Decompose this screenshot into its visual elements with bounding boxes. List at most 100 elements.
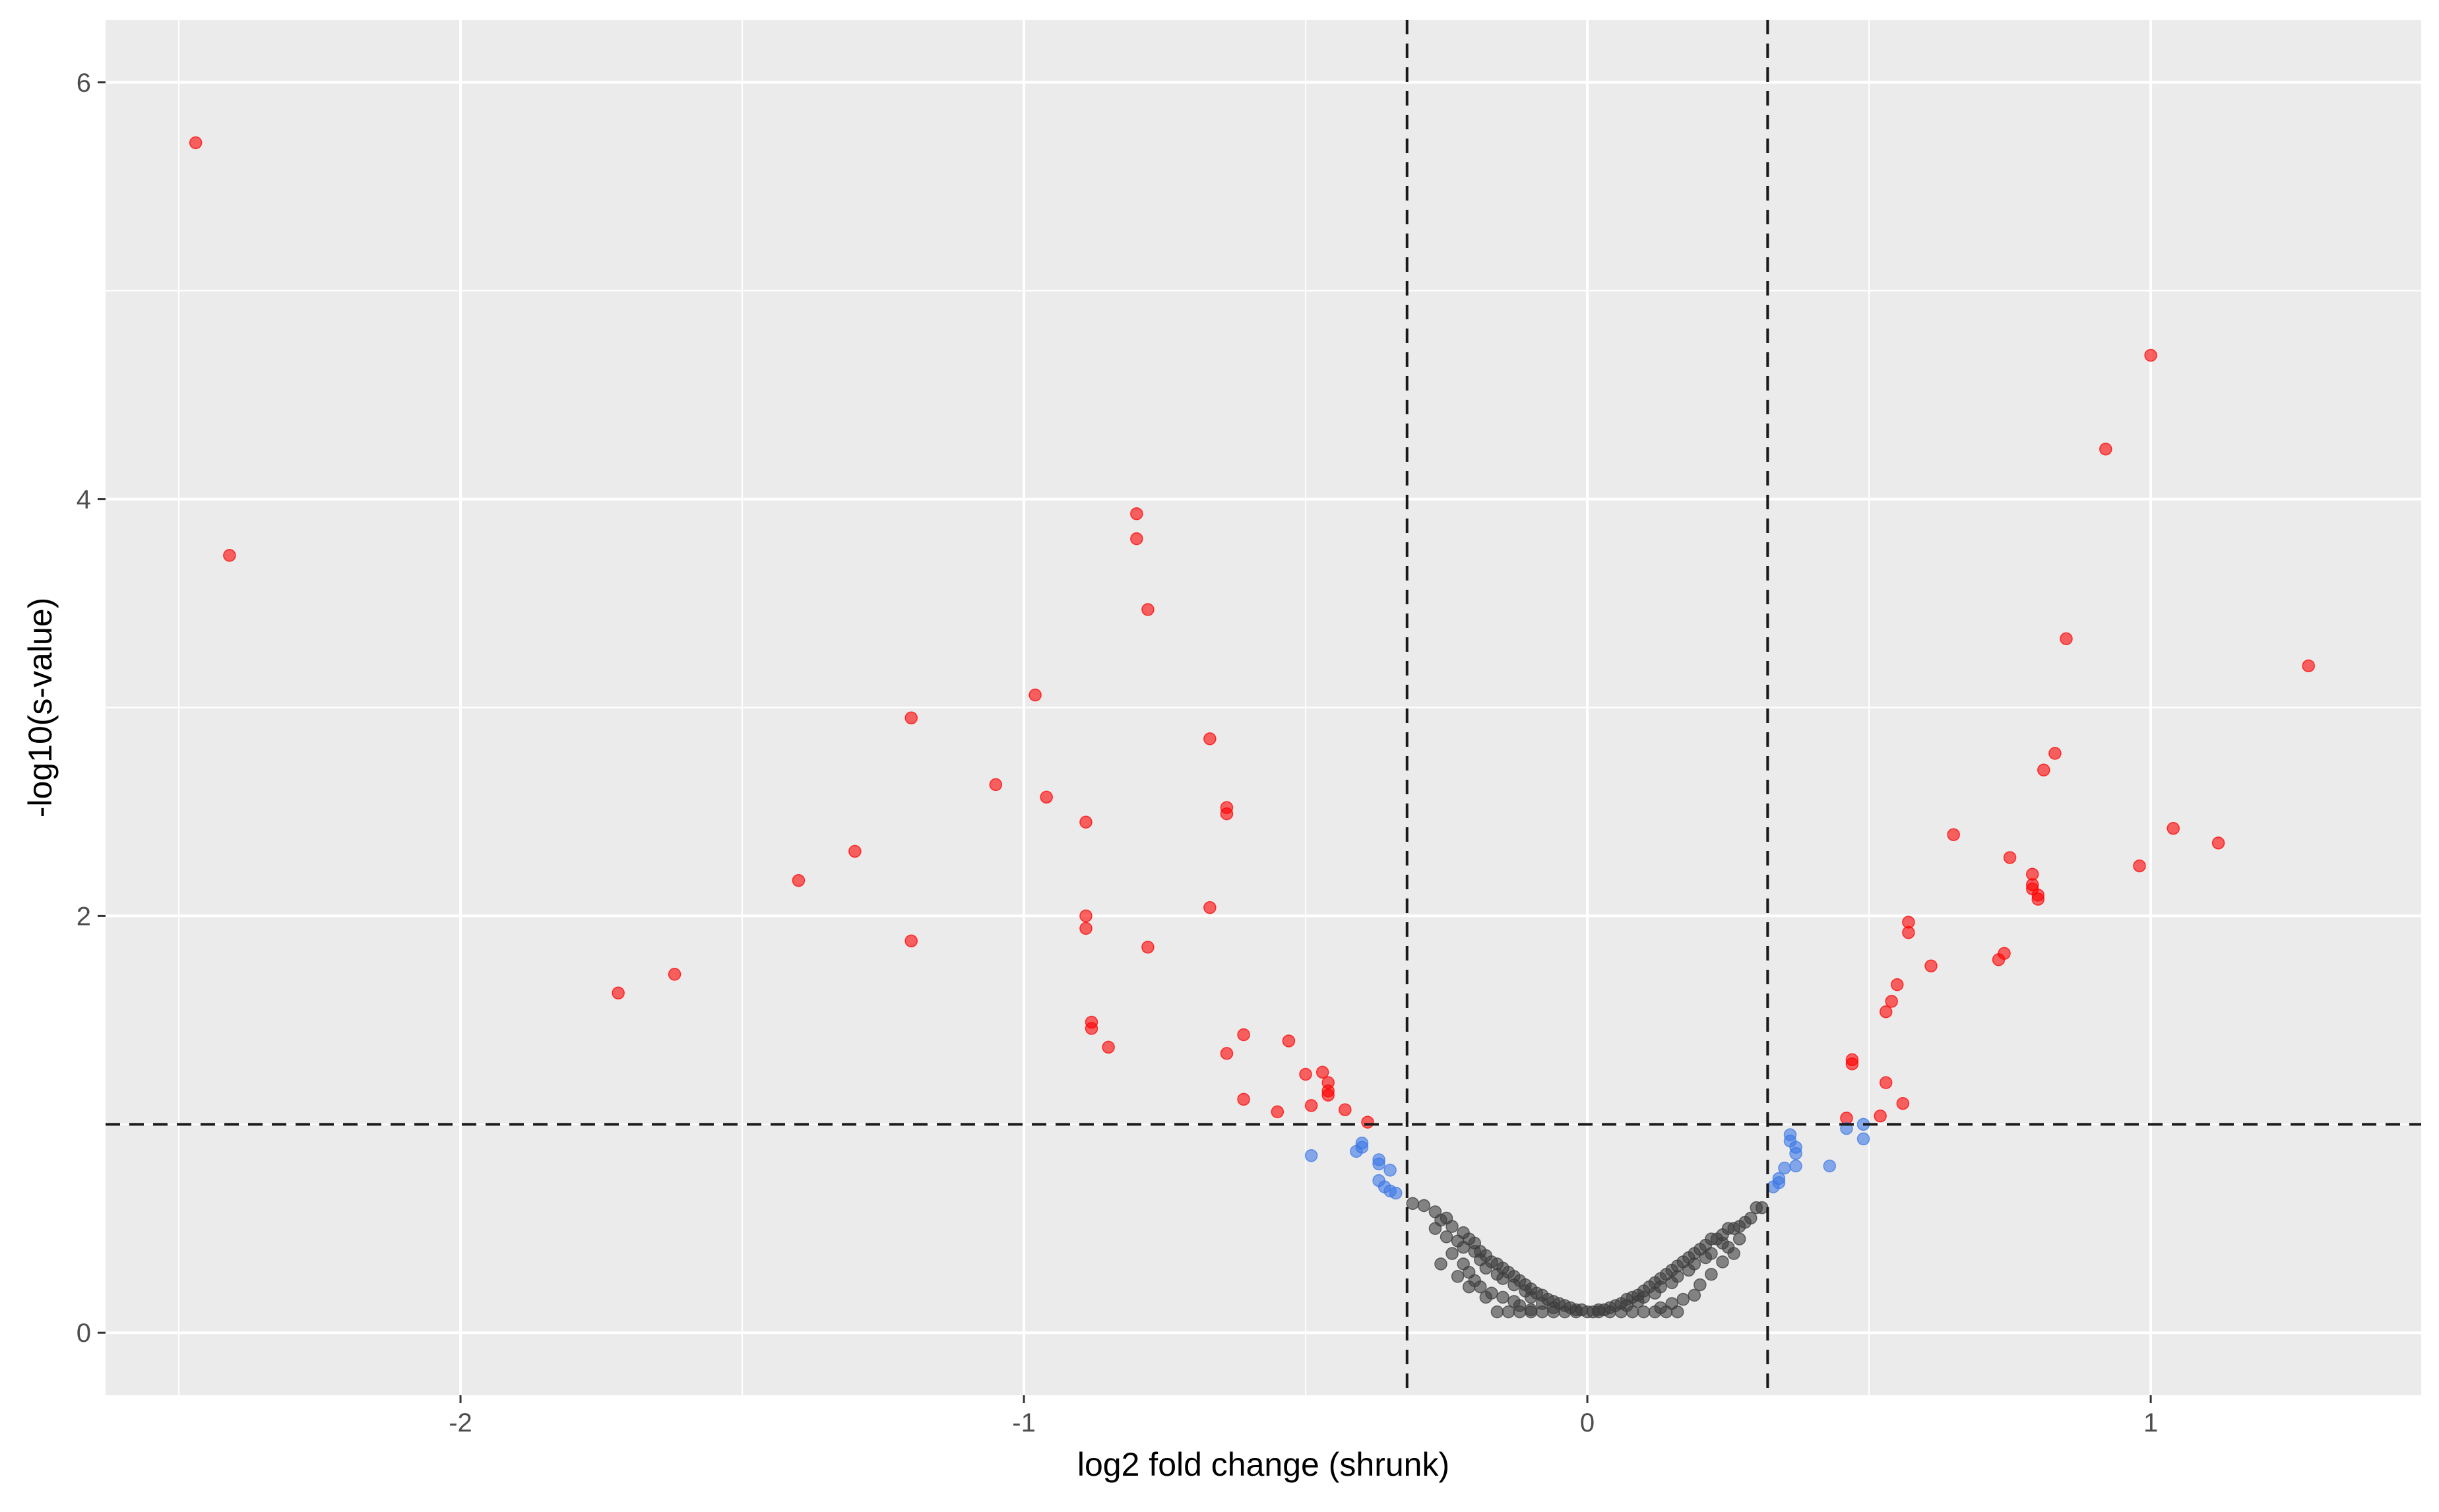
data-point — [1637, 1305, 1651, 1319]
data-point — [1220, 1047, 1234, 1060]
data-point — [1648, 1305, 1662, 1319]
data-point — [1304, 1099, 1318, 1112]
threshold-lines — [106, 20, 2421, 1395]
data-point — [1457, 1240, 1470, 1254]
data-point — [223, 549, 236, 562]
data-point — [1507, 1278, 1521, 1292]
data-point — [1716, 1255, 1729, 1269]
data-point — [1130, 507, 1143, 520]
data-point — [1603, 1305, 1616, 1319]
data-point — [2144, 348, 2157, 362]
data-point — [1592, 1305, 1605, 1319]
data-point — [1130, 532, 1143, 546]
data-point — [1440, 1230, 1453, 1244]
data-point — [1434, 1257, 1447, 1271]
data-point — [1924, 959, 1938, 972]
data-point — [1682, 1263, 1695, 1277]
data-point — [1902, 926, 1915, 939]
data-point — [1845, 1057, 1859, 1071]
data-point — [1659, 1305, 1673, 1319]
data-point — [989, 778, 1003, 792]
data-point — [1383, 1164, 1397, 1177]
data-point — [1372, 1157, 1385, 1171]
data-point — [1079, 922, 1093, 935]
data-point — [2211, 836, 2225, 850]
y-axis-title: -log10(s-value) — [22, 598, 59, 817]
data-point — [1474, 1280, 1487, 1294]
data-point — [1237, 1028, 1250, 1042]
data-point — [1558, 1305, 1571, 1319]
data-point — [1502, 1305, 1515, 1319]
x-tick-label: -1 — [1012, 1408, 1036, 1437]
data-point — [2048, 747, 2062, 760]
data-point — [1879, 1076, 1893, 1089]
data-point — [1237, 1092, 1250, 1106]
data-point — [1315, 1065, 1329, 1079]
data-point — [1778, 1161, 1791, 1175]
data-point — [1479, 1261, 1493, 1275]
data-point — [2167, 821, 2180, 835]
data-point — [1874, 1109, 1887, 1123]
major-gridlines — [106, 20, 2421, 1395]
data-point — [1102, 1040, 1115, 1054]
data-point — [1856, 1132, 1870, 1146]
data-point — [1282, 1034, 1296, 1048]
data-point — [904, 934, 918, 948]
data-point — [1631, 1295, 1645, 1308]
data-point — [1694, 1278, 1707, 1292]
data-point — [1823, 1159, 1837, 1173]
data-point — [1614, 1305, 1628, 1319]
x-tick-label: 1 — [2143, 1408, 2158, 1437]
data-point — [1406, 1197, 1420, 1211]
data-point — [1203, 901, 1217, 914]
data-point — [1304, 1149, 1318, 1162]
x-axis-title: log2 fold change (shrunk) — [1077, 1446, 1449, 1483]
data-point — [1490, 1305, 1504, 1319]
y-tick-label: 0 — [77, 1319, 91, 1348]
data-point — [1220, 807, 1234, 821]
data-point — [1389, 1186, 1403, 1200]
data-point — [1947, 828, 1960, 841]
data-point — [1732, 1232, 1746, 1245]
data-point — [1727, 1247, 1740, 1260]
x-tick-label: -2 — [449, 1408, 472, 1437]
data-point — [1524, 1305, 1538, 1319]
data-point — [792, 873, 806, 887]
data-point — [1535, 1305, 1549, 1319]
data-point — [1998, 947, 2011, 961]
data-point — [1891, 978, 1904, 992]
data-point — [1789, 1159, 1802, 1173]
data-point — [904, 711, 918, 725]
data-point — [1029, 688, 1042, 702]
data-point — [1299, 1067, 1312, 1081]
data-point — [2302, 659, 2315, 673]
data-point — [2060, 632, 2073, 645]
data-point — [1705, 1268, 1718, 1281]
data-point — [1688, 1288, 1701, 1302]
data-point — [2031, 893, 2045, 906]
y-tick-label: 6 — [77, 69, 91, 98]
data-point — [1417, 1199, 1431, 1213]
data-point — [1141, 603, 1155, 616]
data-point — [1355, 1141, 1369, 1154]
data-point — [1085, 1022, 1098, 1035]
data-point — [1750, 1201, 1763, 1214]
data-point — [1141, 941, 1155, 954]
data-point — [1524, 1290, 1538, 1304]
data-point — [1569, 1305, 1583, 1319]
data-point — [1445, 1247, 1459, 1260]
data-point — [1479, 1290, 1493, 1304]
data-point — [1079, 909, 1093, 923]
data-point — [612, 986, 625, 1000]
data-point — [848, 844, 862, 858]
data-point — [1496, 1290, 1509, 1304]
data-point — [1451, 1270, 1465, 1283]
x-tick-label: 0 — [1580, 1408, 1595, 1437]
data-point — [1648, 1286, 1662, 1300]
data-point — [1462, 1280, 1476, 1294]
data-point — [1772, 1172, 1786, 1185]
y-axis-ticks: 0 2 4 6 — [77, 69, 106, 1348]
data-point — [1339, 1103, 1352, 1116]
data-point — [1079, 815, 1093, 829]
